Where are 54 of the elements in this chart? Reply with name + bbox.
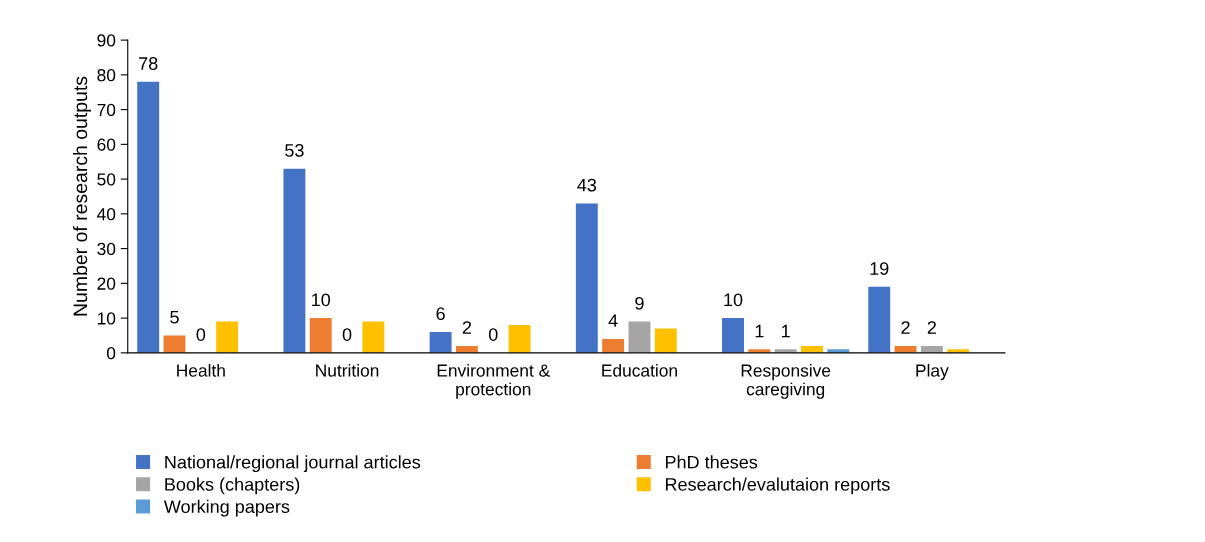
bar [508, 325, 531, 353]
data-label: 0 [196, 328, 206, 341]
legend-label: Working papers [163, 499, 290, 517]
data-label: 1 [782, 324, 790, 338]
bar [868, 286, 891, 353]
legend-label: National/regional journal articles [165, 455, 421, 473]
data-label: 5 [170, 310, 179, 324]
legend-label: PhD theses [665, 455, 758, 469]
y-tick-label: 50 [97, 173, 116, 186]
data-label: 78 [139, 57, 158, 70]
y-tick-label: 40 [97, 208, 116, 221]
data-label: 2 [927, 321, 936, 334]
y-tick-label: 20 [97, 277, 116, 290]
data-label: 6 [436, 307, 445, 321]
data-label: 0 [488, 328, 498, 341]
bar [137, 81, 160, 353]
data-label: 9 [635, 296, 644, 310]
y-tick-label: 70 [97, 103, 116, 117]
y-tick-label: 30 [97, 242, 116, 256]
y-tick-label: 10 [97, 312, 116, 325]
bar [602, 338, 625, 353]
data-label: 10 [724, 293, 743, 307]
data-label: 19 [870, 262, 889, 275]
legend-label: Books (chapters) [165, 477, 300, 495]
bar [575, 203, 598, 353]
data-label: 2 [462, 321, 472, 334]
data-label: 4 [608, 314, 618, 327]
bar [429, 331, 452, 353]
bar [654, 328, 677, 353]
bar [722, 318, 744, 353]
data-label: 2 [901, 321, 910, 334]
data-label: 0 [342, 328, 352, 341]
x-tick-label: Play [916, 363, 949, 381]
x-tick-label: Nutrition [316, 363, 379, 377]
x-tick-label: Health [177, 363, 225, 377]
data-label: 1 [755, 324, 764, 338]
bar [628, 321, 651, 353]
x-tick-label: Education [602, 363, 677, 377]
bar [216, 321, 239, 353]
bar [362, 321, 385, 353]
x-tick-label: Environment & protection [437, 363, 550, 399]
data-label: 10 [312, 293, 331, 307]
y-tick-label: 80 [97, 69, 116, 82]
x-tick-label: Responsive caregiving [741, 363, 831, 399]
bar [309, 318, 332, 353]
legend-label: Research/evalutaion reports [665, 477, 890, 495]
data-label: 43 [577, 178, 597, 192]
y-tick-label: 0 [106, 347, 116, 360]
bar [283, 168, 306, 353]
y-tick-label: 90 [97, 34, 116, 47]
y-tick-label: 60 [97, 138, 116, 151]
data-label: 53 [285, 143, 304, 157]
y-axis-title: Number of research outputs [72, 76, 92, 316]
bar [163, 335, 186, 353]
